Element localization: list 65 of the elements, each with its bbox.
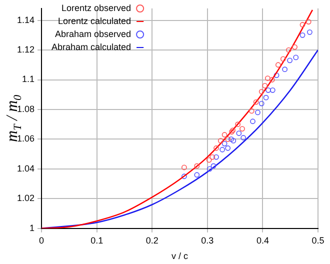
y-tick-label: 1.08 — [16, 104, 35, 114]
point — [287, 58, 292, 64]
point — [270, 87, 276, 93]
point — [306, 19, 312, 24]
point — [214, 154, 219, 160]
point — [210, 163, 216, 169]
point — [253, 99, 259, 105]
legend-label: Lorentz observed — [62, 2, 132, 13]
point — [181, 174, 187, 180]
point — [236, 130, 242, 136]
legend-label: Abraham calculated — [52, 42, 132, 52]
point — [228, 136, 234, 142]
point — [194, 163, 200, 169]
x-tick-label: 0.2 — [146, 235, 158, 246]
point — [293, 54, 299, 60]
legend-label: Lorentz calculated — [58, 16, 132, 26]
point — [240, 126, 245, 132]
point — [240, 135, 246, 140]
x-tick-label: 0 — [39, 235, 44, 246]
point — [280, 56, 286, 62]
y-tick-label: 1.12 — [16, 44, 35, 55]
y-tick-label: 1.06 — [16, 134, 35, 144]
point — [282, 66, 288, 72]
point — [250, 118, 256, 124]
y-tick-label: 1.04 — [16, 163, 35, 174]
point — [264, 76, 270, 81]
x-tick-label: 0.4 — [256, 235, 269, 246]
point — [266, 87, 271, 93]
point — [220, 146, 226, 152]
x-tick-label: 0.3 — [201, 235, 214, 246]
point — [230, 138, 236, 144]
point — [248, 108, 254, 114]
point — [194, 172, 200, 178]
point — [206, 166, 212, 172]
point — [222, 132, 228, 138]
x-tick-label: 0.1 — [90, 235, 104, 246]
point — [262, 83, 268, 88]
point — [225, 136, 231, 142]
point — [307, 29, 312, 35]
x-tick-label: 0.5 — [312, 235, 324, 246]
point — [181, 164, 187, 170]
point — [292, 44, 298, 50]
point — [275, 62, 281, 68]
point — [269, 77, 275, 82]
point — [300, 32, 306, 38]
y-tick-label: 1.1 — [22, 74, 35, 84]
point — [210, 154, 216, 160]
point — [258, 100, 264, 106]
point — [258, 88, 264, 94]
y-tick-label: 1.14 — [16, 14, 35, 25]
point — [286, 47, 292, 53]
point — [214, 145, 219, 151]
point — [225, 145, 231, 151]
point — [274, 72, 280, 78]
point — [255, 110, 260, 116]
point — [222, 140, 228, 146]
point — [300, 22, 306, 28]
y-tick-label: 1 — [30, 222, 35, 233]
x-axis-title: v / c — [172, 251, 188, 262]
point — [235, 122, 241, 128]
legend-label: Abraham observed — [55, 28, 132, 39]
point — [263, 94, 269, 100]
point — [218, 138, 224, 144]
point — [206, 157, 212, 163]
y-tick-label: 1.02 — [16, 193, 35, 204]
